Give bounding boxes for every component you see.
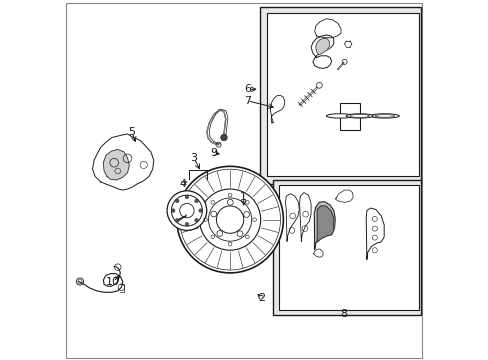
Text: 2: 2 bbox=[258, 293, 265, 303]
Polygon shape bbox=[310, 35, 333, 68]
Ellipse shape bbox=[325, 114, 353, 118]
Polygon shape bbox=[285, 194, 299, 241]
Polygon shape bbox=[335, 190, 352, 202]
Circle shape bbox=[194, 219, 198, 222]
Circle shape bbox=[175, 219, 179, 222]
Polygon shape bbox=[366, 208, 384, 259]
Polygon shape bbox=[314, 19, 340, 38]
Circle shape bbox=[185, 195, 188, 199]
Text: 5: 5 bbox=[128, 127, 135, 138]
Polygon shape bbox=[313, 249, 322, 257]
Circle shape bbox=[167, 191, 206, 230]
Bar bbox=[339, 103, 359, 130]
Circle shape bbox=[185, 222, 188, 226]
Text: 8: 8 bbox=[339, 309, 346, 319]
Text: 1: 1 bbox=[240, 192, 247, 202]
Text: 4: 4 bbox=[180, 179, 186, 189]
Text: 6: 6 bbox=[244, 84, 250, 94]
Circle shape bbox=[171, 209, 175, 212]
Polygon shape bbox=[103, 149, 129, 180]
Bar bbox=[273, 180, 420, 315]
Polygon shape bbox=[314, 202, 335, 249]
Polygon shape bbox=[92, 134, 153, 190]
Polygon shape bbox=[317, 206, 333, 242]
Text: 3: 3 bbox=[190, 153, 197, 163]
Polygon shape bbox=[315, 38, 329, 55]
Ellipse shape bbox=[370, 114, 399, 118]
Circle shape bbox=[177, 166, 283, 273]
Circle shape bbox=[220, 134, 227, 141]
Circle shape bbox=[194, 199, 198, 203]
Circle shape bbox=[175, 199, 179, 203]
Text: 10: 10 bbox=[106, 276, 120, 287]
Circle shape bbox=[199, 209, 202, 212]
Bar bbox=[266, 13, 418, 176]
Ellipse shape bbox=[346, 114, 372, 118]
Bar bbox=[259, 7, 420, 184]
Bar bbox=[278, 185, 418, 310]
Text: 9: 9 bbox=[210, 148, 217, 158]
Polygon shape bbox=[270, 95, 284, 123]
Text: 7: 7 bbox=[244, 96, 250, 106]
Polygon shape bbox=[299, 193, 310, 241]
